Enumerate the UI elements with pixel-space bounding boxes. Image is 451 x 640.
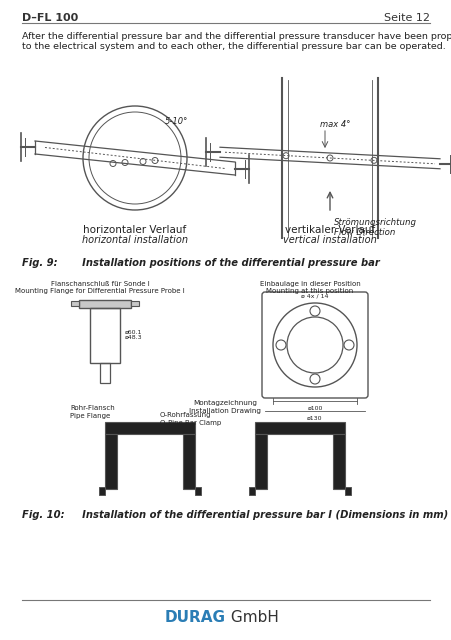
Bar — [332, 434, 344, 489]
Text: After the differential pressure bar and the differential pressure transducer hav: After the differential pressure bar and … — [22, 32, 451, 41]
Text: DURAG: DURAG — [165, 611, 226, 625]
Text: Seite 12: Seite 12 — [383, 13, 429, 23]
Bar — [131, 301, 139, 306]
Text: vertikaler Verlauf: vertikaler Verlauf — [284, 225, 374, 235]
Bar — [71, 301, 79, 306]
Text: Rohr-Flansch: Rohr-Flansch — [70, 405, 115, 411]
Text: Einbaulage in dieser Position: Einbaulage in dieser Position — [259, 281, 359, 287]
Text: Flow Direction: Flow Direction — [333, 228, 395, 237]
Text: max 4°: max 4° — [319, 120, 350, 129]
Text: Installation Drawing: Installation Drawing — [189, 408, 260, 414]
Text: ⌀130: ⌀130 — [307, 416, 322, 421]
Text: ⌀ 4x / 14: ⌀ 4x / 14 — [300, 293, 328, 298]
Bar — [183, 434, 194, 489]
Bar — [254, 422, 344, 434]
Text: Mounting Flange for Differential Pressure Probe I: Mounting Flange for Differential Pressur… — [15, 288, 184, 294]
Text: GmbH: GmbH — [226, 611, 278, 625]
Text: vertical installation: vertical installation — [282, 235, 376, 245]
Bar — [100, 363, 110, 383]
Bar — [194, 487, 201, 495]
Text: Pipe Flange: Pipe Flange — [70, 413, 110, 419]
Text: Montagzeichnung: Montagzeichnung — [193, 400, 257, 406]
Text: ⌀100: ⌀100 — [307, 406, 322, 411]
Bar — [90, 308, 120, 363]
Text: ⌀60.1
⌀48.3: ⌀60.1 ⌀48.3 — [125, 330, 143, 340]
Text: 5-10°: 5-10° — [165, 117, 188, 126]
Text: O-Rohrfassung: O-Rohrfassung — [160, 412, 211, 418]
Text: D–FL 100: D–FL 100 — [22, 13, 78, 23]
Text: horizontal installation: horizontal installation — [82, 235, 188, 245]
Bar — [344, 487, 350, 495]
Text: O-Pipe-Bar Clamp: O-Pipe-Bar Clamp — [160, 420, 221, 426]
Text: Fig. 10:     Installation of the differential pressure bar I (Dimensions in mm): Fig. 10: Installation of the differentia… — [22, 510, 447, 520]
Text: to the electrical system and to each other, the differential pressure bar can be: to the electrical system and to each oth… — [22, 42, 445, 51]
Text: horizontaler Verlauf: horizontaler Verlauf — [83, 225, 186, 235]
Bar — [105, 434, 117, 489]
Bar — [254, 434, 267, 489]
Bar — [105, 422, 194, 434]
Bar — [99, 487, 105, 495]
Text: Mounting at this position: Mounting at this position — [266, 288, 353, 294]
Text: Fig. 9:       Installation positions of the differential pressure bar: Fig. 9: Installation positions of the di… — [22, 258, 379, 268]
Bar — [249, 487, 254, 495]
Bar — [79, 300, 131, 308]
Text: Flanschanschluß für Sonde I: Flanschanschluß für Sonde I — [51, 281, 149, 287]
Text: Strömungsrichtung: Strömungsrichtung — [333, 218, 416, 227]
